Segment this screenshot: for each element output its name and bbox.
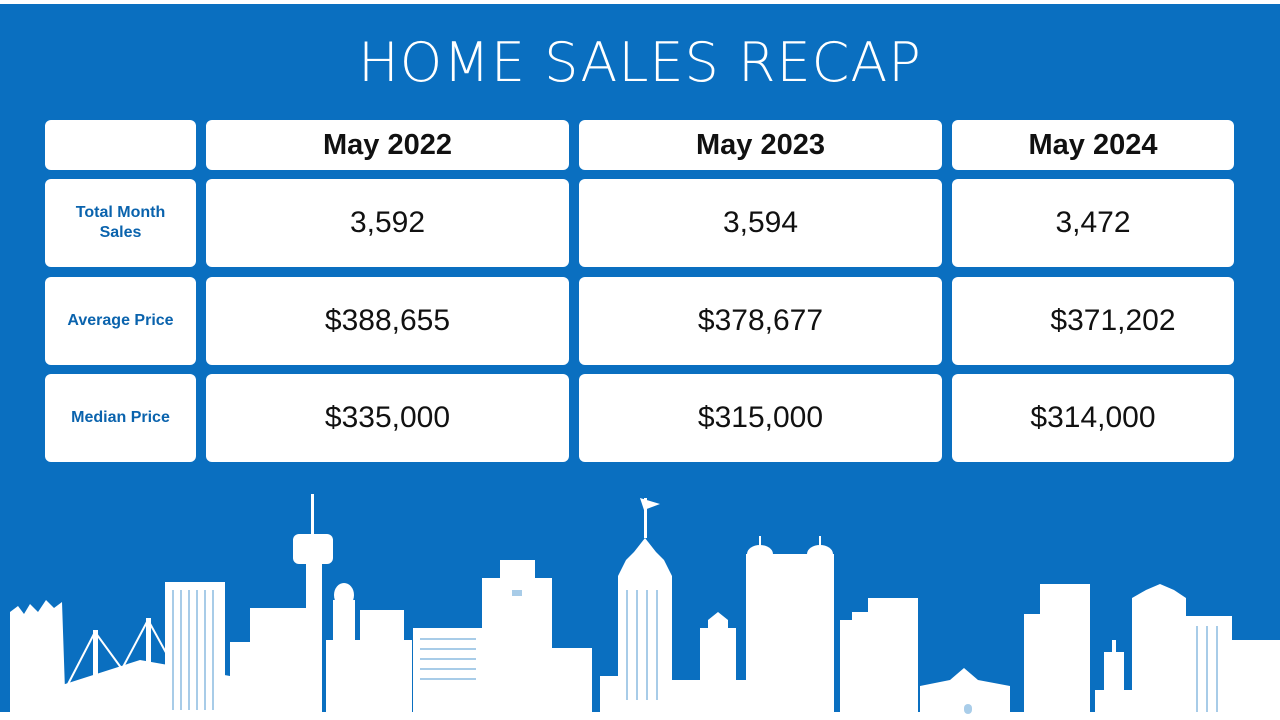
page-title: HOME SALES RECAP <box>358 31 922 94</box>
table-cell: $315,000 <box>579 374 942 462</box>
table-cell: 3,592 <box>206 179 569 267</box>
row-label-median-price: Median Price <box>45 374 196 462</box>
table-cell: 3,472 <box>952 179 1234 267</box>
top-border <box>0 0 1280 4</box>
table-cell: $388,655 <box>206 277 569 365</box>
row-label-average-price: Average Price <box>45 277 196 365</box>
table-cell: $371,202 <box>952 277 1234 365</box>
table-cell: $335,000 <box>206 374 569 462</box>
table-cell: $378,677 <box>579 277 942 365</box>
row-label-total-month-sales: Total Month Sales <box>45 179 196 267</box>
header-corner-cell <box>45 120 196 170</box>
table-cell: 3,594 <box>579 179 942 267</box>
column-header-may-2022: May 2022 <box>206 120 569 170</box>
city-skyline-icon <box>0 494 1280 720</box>
column-header-may-2024: May 2024 <box>952 120 1234 170</box>
table-cell: $314,000 <box>952 374 1234 462</box>
column-header-may-2023: May 2023 <box>579 120 942 170</box>
